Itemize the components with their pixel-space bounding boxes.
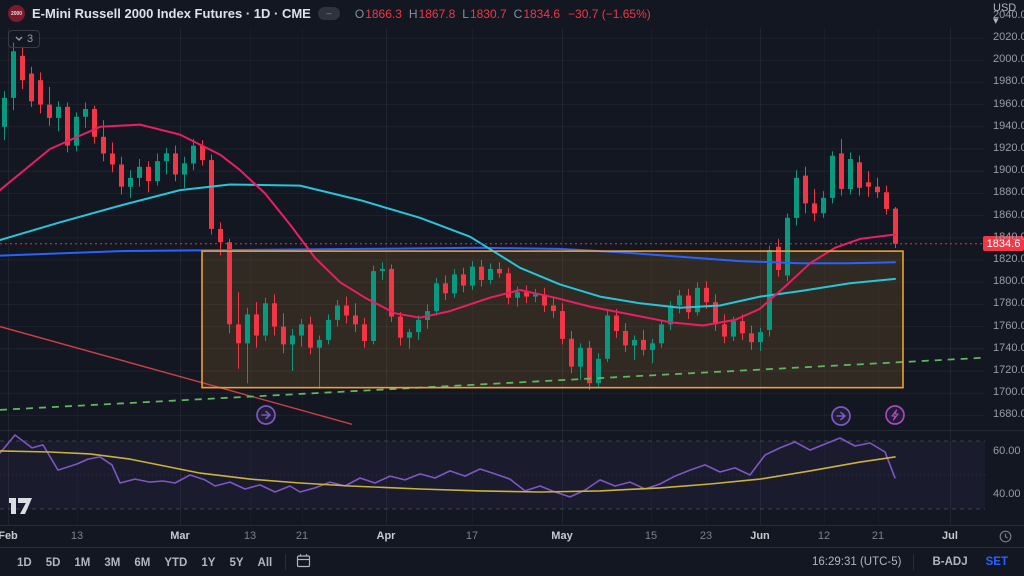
price-axis-label: 1680.0 <box>993 408 1024 421</box>
rsi-indicator-pane <box>0 434 985 510</box>
time-axis-tick: 12 <box>817 530 831 542</box>
ma-fast-pink-line[interactable] <box>0 123 896 327</box>
price-axis-label: 1780.0 <box>993 297 1024 310</box>
range-ytd-button[interactable]: YTD <box>157 554 194 572</box>
range-5d-button[interactable]: 5D <box>39 554 68 572</box>
price-axis-label: 1900.0 <box>993 164 1024 177</box>
chevron-down-icon <box>15 36 23 41</box>
price-axis-label: 1760.0 <box>993 319 1024 332</box>
time-axis-tick: 21 <box>295 530 309 542</box>
price-axis-label: 1840.0 <box>993 230 1024 243</box>
range-1y-button[interactable]: 1Y <box>194 554 222 572</box>
timezone-button[interactable]: 16:29:31 (UTC-5) <box>806 555 907 569</box>
bottom-toolbar: 1D 5D 1M 3M 6M YTD 1Y 5Y All 16:29:31 (UTC-5) B-… <box>0 547 1024 576</box>
time-axis-tick: May <box>551 530 573 542</box>
descending-trendline[interactable] <box>0 325 353 425</box>
time-axis-tick: Mar <box>170 530 190 542</box>
range-3m-button[interactable]: 3M <box>97 554 127 572</box>
range-6m-button[interactable]: 6M <box>127 554 157 572</box>
symbol-logo-icon: 2000 <box>8 5 25 22</box>
caret-down-icon: ▾ <box>993 15 999 27</box>
time-axis-tick: 13 <box>243 530 257 542</box>
price-axis-label: 1800.0 <box>993 275 1024 288</box>
rsi-axis-label: 40.00 <box>993 488 1021 500</box>
rsi-axis-label: 60.00 <box>993 445 1021 457</box>
event-marker-arrow-right-icon[interactable] <box>256 405 276 425</box>
rsi-signal-line[interactable] <box>0 450 896 493</box>
low-readout: L1830.7 <box>462 6 507 21</box>
price-axis-label: 1960.0 <box>993 97 1024 110</box>
price-axis-label: 1720.0 <box>993 364 1024 376</box>
object-tree-badge[interactable]: 3 <box>8 30 41 48</box>
price-axis-label: 1700.0 <box>993 386 1024 399</box>
price-axis-label: 1860.0 <box>993 208 1024 221</box>
range-1d-button[interactable]: 1D <box>10 554 39 572</box>
price-axis-label: 1880.0 <box>993 186 1024 199</box>
price-axis[interactable]: USD ▾ 1834.6 2040.0 2020.0 2000.0 1980.0 196… <box>958 0 1024 525</box>
price-axis-label: 2020.0 <box>993 31 1024 43</box>
visibility-pill-icon[interactable]: – <box>317 7 340 20</box>
ascending-dashed-trendline[interactable] <box>0 356 986 411</box>
tradingview-logo <box>8 497 34 520</box>
grid <box>0 28 1024 525</box>
object-count: 3 <box>27 33 34 45</box>
price-axis-label: 2000.0 <box>993 53 1024 66</box>
last-price-label: 1834.6 <box>983 236 1024 251</box>
calendar-icon <box>297 554 311 568</box>
price-axis-label: 1740.0 <box>993 341 1024 354</box>
high-readout: H1867.8 <box>408 6 456 21</box>
rsi-line[interactable] <box>0 434 896 498</box>
clock-icon[interactable] <box>999 530 1012 548</box>
go-to-date-button[interactable] <box>292 551 315 573</box>
session-button[interactable]: SET <box>980 555 1014 569</box>
close-readout: C1834.6 <box>513 6 561 21</box>
candlestick-series <box>2 42 898 390</box>
time-axis-tick: Jun <box>750 530 770 542</box>
time-axis-tick: 13 <box>70 530 84 542</box>
event-marker-arrow-right-icon[interactable] <box>831 406 851 426</box>
range-all-button[interactable]: All <box>251 554 280 572</box>
rectangle-drawing-border[interactable] <box>201 250 904 389</box>
open-readout: O1866.3 <box>354 6 402 21</box>
time-axis-tick: 21 <box>871 530 885 542</box>
price-axis-label: 1820.0 <box>993 253 1024 265</box>
change-readout: −30.7 (−1.65%) <box>568 6 651 21</box>
symbol-title[interactable]: E-Mini Russell 2000 Index Futures · 1D ·… <box>32 6 311 21</box>
toolbar-divider <box>913 554 915 570</box>
time-axis[interactable]: Feb 13 Mar 13 21 Apr 17 May 15 23 Jun 12 21 Jul <box>0 525 1024 548</box>
symbol-legend: 2000 E-Mini Russell 2000 Index Futures ·… <box>8 5 651 22</box>
time-axis-tick: Apr <box>376 530 396 542</box>
adjust-data-button[interactable]: B-ADJ <box>926 555 973 569</box>
currency-selector[interactable]: USD ▾ <box>993 2 1017 27</box>
ma-mid-teal-line[interactable] <box>0 183 896 309</box>
price-axis-label: 1980.0 <box>993 75 1024 88</box>
ohlc-readout: O1866.3 H1867.8 L1830.7 C1834.6 −30.7 (−… <box>355 7 651 21</box>
range-button-group: 1D 5D 1M 3M 6M YTD 1Y 5Y All <box>10 553 279 572</box>
time-axis-tick: 23 <box>699 530 713 542</box>
event-marker-lightning-icon[interactable] <box>885 405 905 425</box>
time-axis-tick: Feb <box>0 530 18 542</box>
price-axis-label: 1940.0 <box>993 119 1024 132</box>
price-axis-label: 1920.0 <box>993 142 1024 154</box>
toolbar-divider <box>285 554 287 570</box>
time-axis-tick: 17 <box>465 530 479 542</box>
range-5y-button[interactable]: 5Y <box>222 554 250 572</box>
price-axis-label: 2040.0 <box>993 8 1024 21</box>
time-axis-tick: Jul <box>942 530 958 542</box>
time-axis-tick: 15 <box>644 530 658 542</box>
range-1m-button[interactable]: 1M <box>67 554 97 572</box>
